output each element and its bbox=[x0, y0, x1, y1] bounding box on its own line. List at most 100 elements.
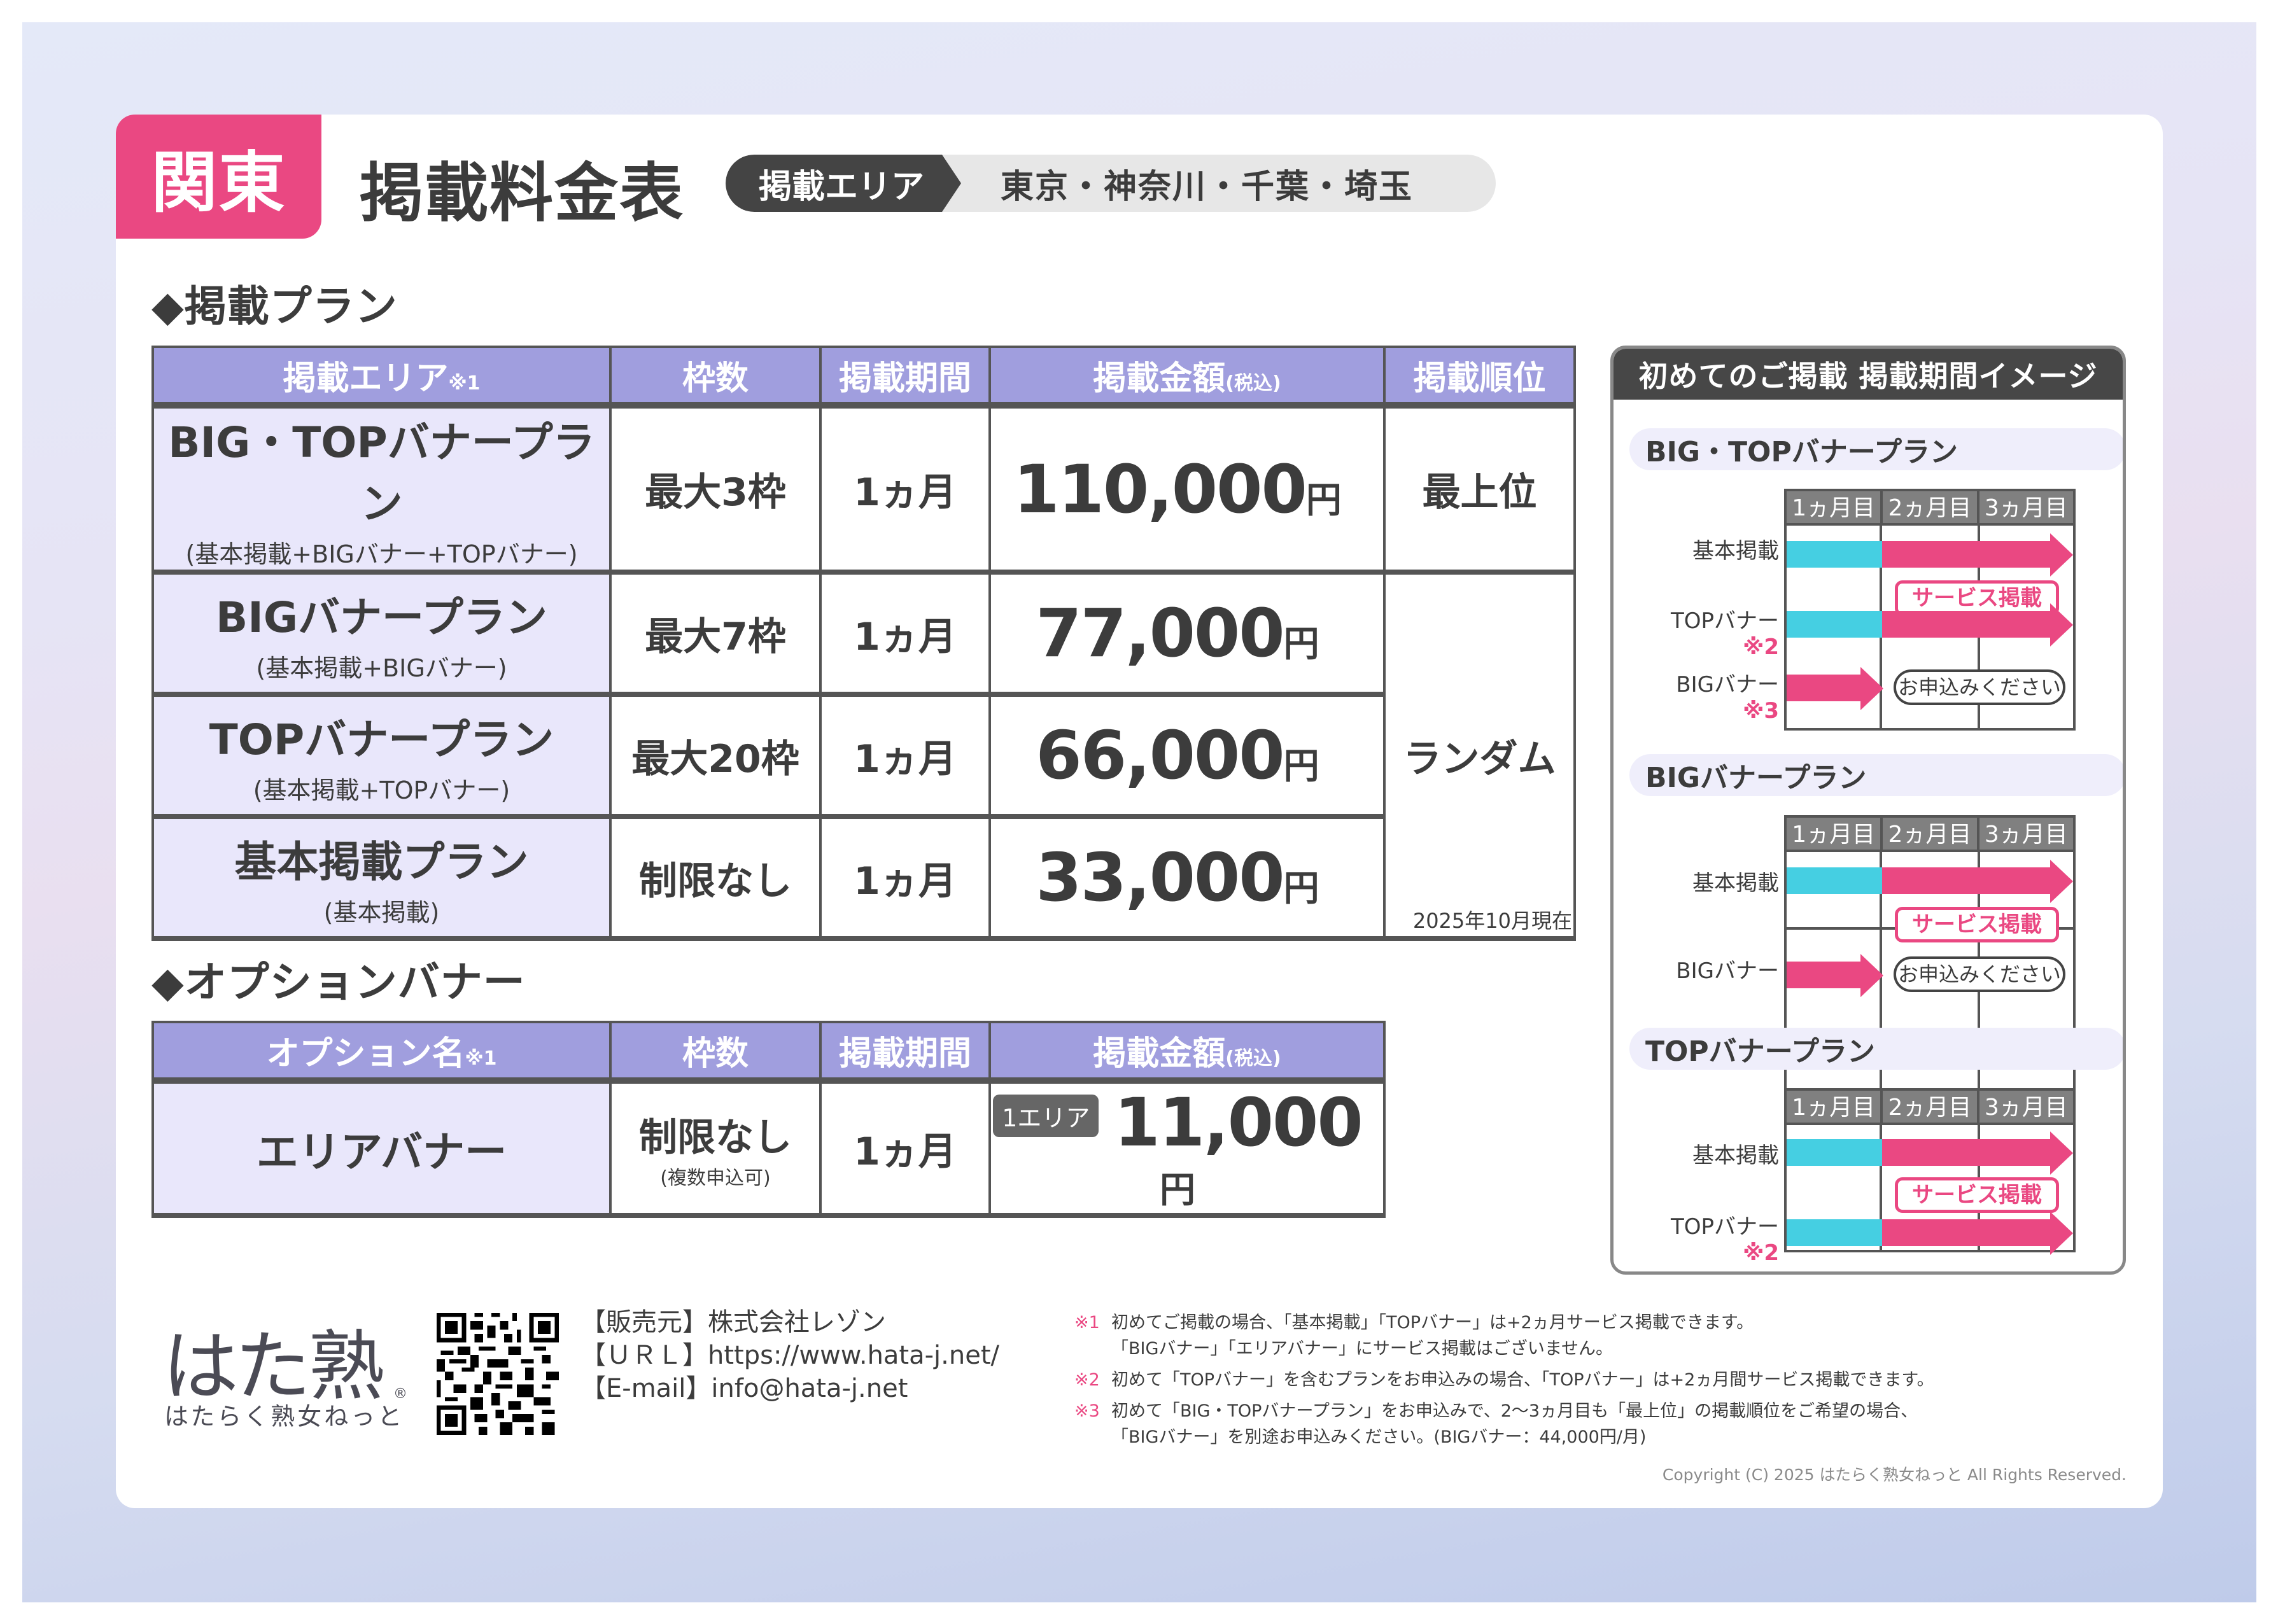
plan-name: 基本掲載プラン (基本掲載) bbox=[151, 815, 612, 941]
plan-price: 110,000円 bbox=[988, 404, 1386, 575]
service-bar bbox=[1882, 1139, 2051, 1166]
col-slots: 枠数 bbox=[609, 1021, 822, 1084]
col-option-name: オプション名※1 bbox=[151, 1021, 612, 1084]
month-3: 3ヵ月目 bbox=[1984, 1095, 2068, 1121]
contact-seller: 【販売元】株式会社レゾン bbox=[580, 1308, 886, 1337]
plan-rank: ランダム bbox=[1383, 571, 1576, 941]
table-row: 基本掲載プラン (基本掲載) 制限なし 1ヵ月 33,000円 bbox=[151, 815, 1575, 941]
area-value: 東京・神奈川・千葉・埼玉 bbox=[1001, 167, 1414, 206]
arrow-icon bbox=[2050, 533, 2073, 577]
service-label: サービス掲載 bbox=[1895, 1177, 2059, 1213]
month-3: 3ヵ月目 bbox=[1984, 822, 2068, 848]
paid-bar bbox=[1787, 1139, 1882, 1166]
plan-pill: BIGバナープラン bbox=[1629, 754, 2123, 796]
plan-period: 1ヵ月 bbox=[819, 815, 991, 941]
plan-price: 66,000円 bbox=[988, 693, 1386, 819]
plan-slots: 制限なし bbox=[609, 815, 822, 941]
plan-period: 1ヵ月 bbox=[819, 404, 991, 575]
month-2: 2ヵ月目 bbox=[1883, 818, 1979, 850]
plans-table: 掲載エリア※1 枠数 掲載期間 掲載金額(税込) 掲載順位 BIG・TOPバナー… bbox=[151, 346, 1576, 941]
timeline-grid: 1ヵ月目 2ヵ月目 3ヵ月目 サービス掲載 bbox=[1784, 1088, 2076, 1255]
plan-period: 1ヵ月 bbox=[819, 571, 991, 697]
plan-price: 77,000円 bbox=[988, 571, 1386, 697]
options-table: オプション名※1 枠数 掲載期間 掲載金額(税込) エリアバナー 制限なし (複数… bbox=[151, 1021, 1386, 1218]
brand-logo: はた熟 bbox=[162, 1323, 385, 1411]
paid-bar bbox=[1787, 541, 1882, 568]
month-1: 1ヵ月目 bbox=[1787, 1091, 1883, 1123]
as-of-date: 2025年10月現在 bbox=[1412, 909, 1572, 933]
service-label: サービス掲載 bbox=[1895, 907, 2059, 942]
plan-pill: TOPバナープラン bbox=[1629, 1028, 2123, 1070]
col-area: 掲載エリア※1 bbox=[151, 346, 612, 409]
plan-name: BIG・TOPバナープラン (基本掲載+BIGバナー+TOPバナー) bbox=[151, 404, 612, 575]
plan-name: TOPバナープラン (基本掲載+TOPバナー) bbox=[151, 693, 612, 819]
service-bar bbox=[1882, 867, 2051, 894]
table-row: BIG・TOPバナープラン (基本掲載+BIGバナー+TOPバナー) 最大3枠 1… bbox=[151, 404, 1576, 575]
col-price: 掲載金額(税込) bbox=[988, 1021, 1386, 1084]
paid-bar bbox=[1787, 962, 1862, 988]
table-row: BIGバナープラン (基本掲載+BIGバナー) 最大7枠 1ヵ月 77,000円 … bbox=[151, 571, 1576, 941]
contact-info: 【販売元】株式会社レゾン 【ＵＲＬ】https://www.hata-j.net… bbox=[580, 1306, 999, 1405]
col-price: 掲載金額(税込) bbox=[988, 346, 1386, 409]
page-title: 掲載料金表 bbox=[360, 156, 684, 230]
arrow-icon bbox=[2050, 1212, 2073, 1255]
service-bar bbox=[1882, 611, 2051, 638]
contact-email[interactable]: 【E-mail】info@hata-j.net bbox=[580, 1374, 908, 1403]
month-2: 2ヵ月目 bbox=[1883, 1091, 1979, 1123]
row-label: 基本掲載 bbox=[1692, 871, 1779, 896]
month-1: 1ヵ月目 bbox=[1787, 818, 1883, 850]
col-period: 掲載期間 bbox=[819, 346, 991, 409]
option-price: 1エリア 11,000円 bbox=[988, 1079, 1386, 1218]
arrow-icon bbox=[1860, 667, 1883, 710]
area-count-badge: 1エリア bbox=[993, 1095, 1099, 1137]
col-rank: 掲載順位 bbox=[1383, 346, 1576, 409]
col-period: 掲載期間 bbox=[819, 1021, 991, 1084]
plans-table-header: 掲載エリア※1 枠数 掲載期間 掲載金額(税込) 掲載順位 bbox=[151, 346, 1576, 409]
service-label: サービス掲載 bbox=[1895, 580, 2059, 616]
option-period: 1ヵ月 bbox=[819, 1079, 991, 1218]
plans-heading: ◆掲載プラン bbox=[151, 282, 398, 331]
month-3: 3ヵ月目 bbox=[1984, 495, 2068, 521]
registered-mark: ® bbox=[393, 1386, 407, 1402]
paid-bar bbox=[1787, 675, 1862, 701]
option-name: エリアバナー bbox=[151, 1079, 612, 1218]
row-label: BIGバナー bbox=[1676, 958, 1779, 984]
footnote-1: ※1 初めてご掲載の場合、「基本掲載」「TOPバナー」は+2ヵ月サービス掲載できま… bbox=[1074, 1313, 1754, 1333]
month-2: 2ヵ月目 bbox=[1883, 491, 1979, 523]
contact-url[interactable]: 【ＵＲＬ】https://www.hata-j.net/ bbox=[580, 1341, 1000, 1370]
footnote-3: ※3 初めて「BIG・TOPバナープラン」をお申込みで、2〜3ヵ月目も「最上位」の… bbox=[1074, 1401, 1918, 1421]
row-label: 基本掲載 bbox=[1692, 538, 1779, 564]
plan-slots: 最大20枠 bbox=[609, 693, 822, 819]
copyright: Copyright (C) 2025 はたらく熟女ねっと All Rights … bbox=[1662, 1466, 2127, 1484]
apply-label: お申込みください bbox=[1894, 956, 2065, 992]
arrow-icon bbox=[1860, 954, 1883, 997]
timeline-panel: 初めてのご掲載 掲載期間イメージ BIG・TOPバナープラン 1ヵ月目 2ヵ月目… bbox=[1610, 346, 2126, 1275]
brand-tagline: はたらく熟女ねっと bbox=[164, 1403, 405, 1431]
arrow-icon bbox=[2050, 603, 2073, 647]
timeline-title: 初めてのご掲載 掲載期間イメージ bbox=[1614, 349, 2123, 400]
apply-label: お申込みください bbox=[1894, 669, 2065, 705]
service-bar bbox=[1882, 1219, 2051, 1246]
footnotes: ※1 初めてご掲載の場合、「基本掲載」「TOPバナー」は+2ヵ月サービス掲載できま… bbox=[1074, 1310, 1934, 1450]
row-label: TOPバナー ※2 bbox=[1670, 1214, 1779, 1266]
plan-slots: 最大3枠 bbox=[609, 404, 822, 575]
plan-price: 33,000円 bbox=[988, 815, 1386, 941]
plan-slots: 最大7枠 bbox=[609, 571, 822, 697]
month-1: 1ヵ月目 bbox=[1787, 491, 1883, 523]
options-table-header: オプション名※1 枠数 掲載期間 掲載金額(税込) bbox=[151, 1021, 1386, 1084]
plan-period: 1ヵ月 bbox=[819, 693, 991, 819]
paid-bar bbox=[1787, 1219, 1882, 1246]
table-row: エリアバナー 制限なし (複数申込可) 1ヵ月 1エリア 11,000円 bbox=[151, 1079, 1386, 1218]
option-slots: 制限なし (複数申込可) bbox=[609, 1079, 822, 1218]
region-tag: 関東 bbox=[116, 115, 321, 239]
paid-bar bbox=[1787, 867, 1882, 894]
options-heading: ◆オプションバナー bbox=[151, 958, 526, 1007]
row-label: 基本掲載 bbox=[1692, 1143, 1779, 1168]
qr-code-icon[interactable] bbox=[437, 1313, 559, 1435]
table-row: TOPバナープラン (基本掲載+TOPバナー) 最大20枠 1ヵ月 66,000円 bbox=[151, 693, 1575, 819]
col-slots: 枠数 bbox=[609, 346, 822, 409]
plan-rank: 最上位 bbox=[1383, 404, 1576, 575]
row-label: BIGバナー ※3 bbox=[1676, 672, 1779, 724]
paid-bar bbox=[1787, 611, 1882, 638]
arrow-icon bbox=[2050, 860, 2073, 903]
